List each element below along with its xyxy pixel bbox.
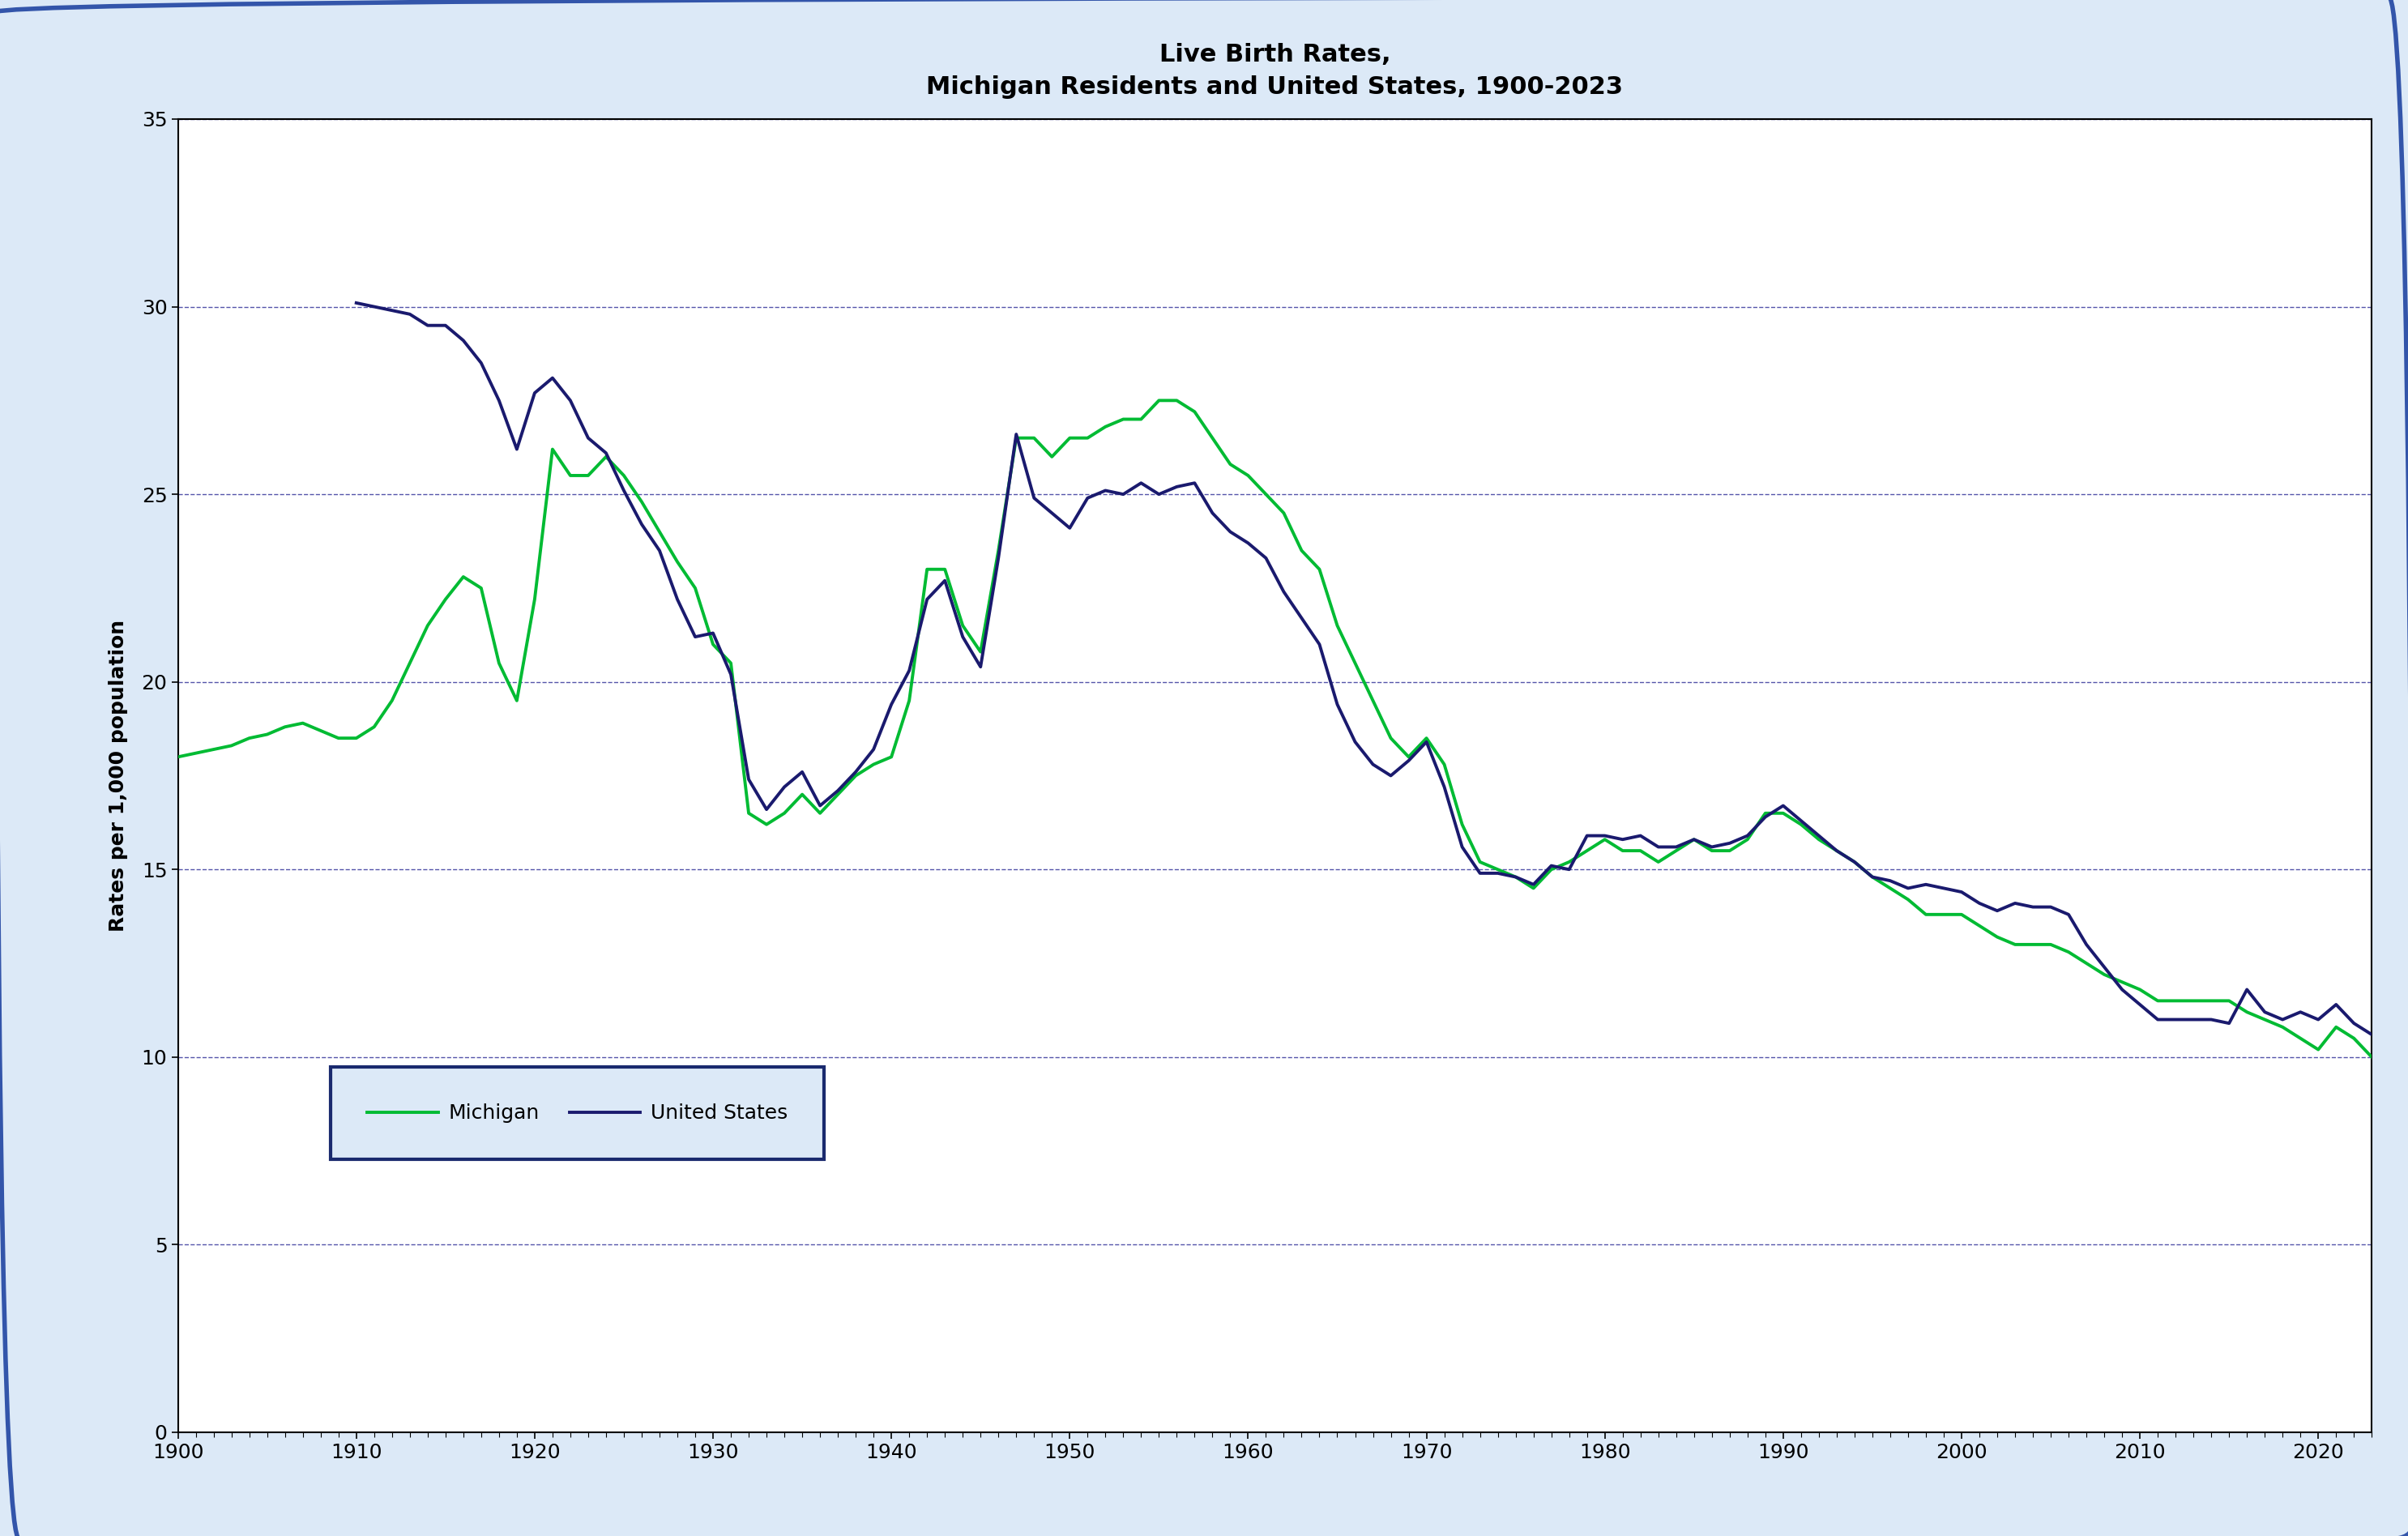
Michigan — [164, 748, 193, 766]
Y-axis label: Rates per 1,000 population: Rates per 1,000 population — [108, 619, 128, 932]
Michigan — [573, 467, 602, 485]
Michigan — [306, 722, 335, 740]
Michigan — [2357, 1048, 2386, 1066]
Line: United States: United States — [356, 303, 2372, 1035]
United States — [2357, 1026, 2386, 1044]
United States — [342, 293, 371, 312]
Michigan — [1144, 392, 1173, 410]
Title: Live Birth Rates,
Michigan Residents and United States, 1900-2023: Live Birth Rates, Michigan Residents and… — [927, 43, 1623, 100]
Michigan — [181, 743, 209, 762]
Michigan — [807, 803, 836, 822]
Michigan — [1447, 816, 1476, 834]
Line: Michigan: Michigan — [178, 401, 2372, 1057]
Legend: Michigan, United States: Michigan, United States — [330, 1068, 824, 1160]
Michigan — [1127, 410, 1156, 429]
United States — [1645, 837, 1674, 856]
United States — [1876, 871, 1905, 889]
United States — [896, 662, 925, 680]
United States — [1127, 473, 1156, 492]
United States — [573, 429, 602, 447]
United States — [913, 590, 942, 608]
